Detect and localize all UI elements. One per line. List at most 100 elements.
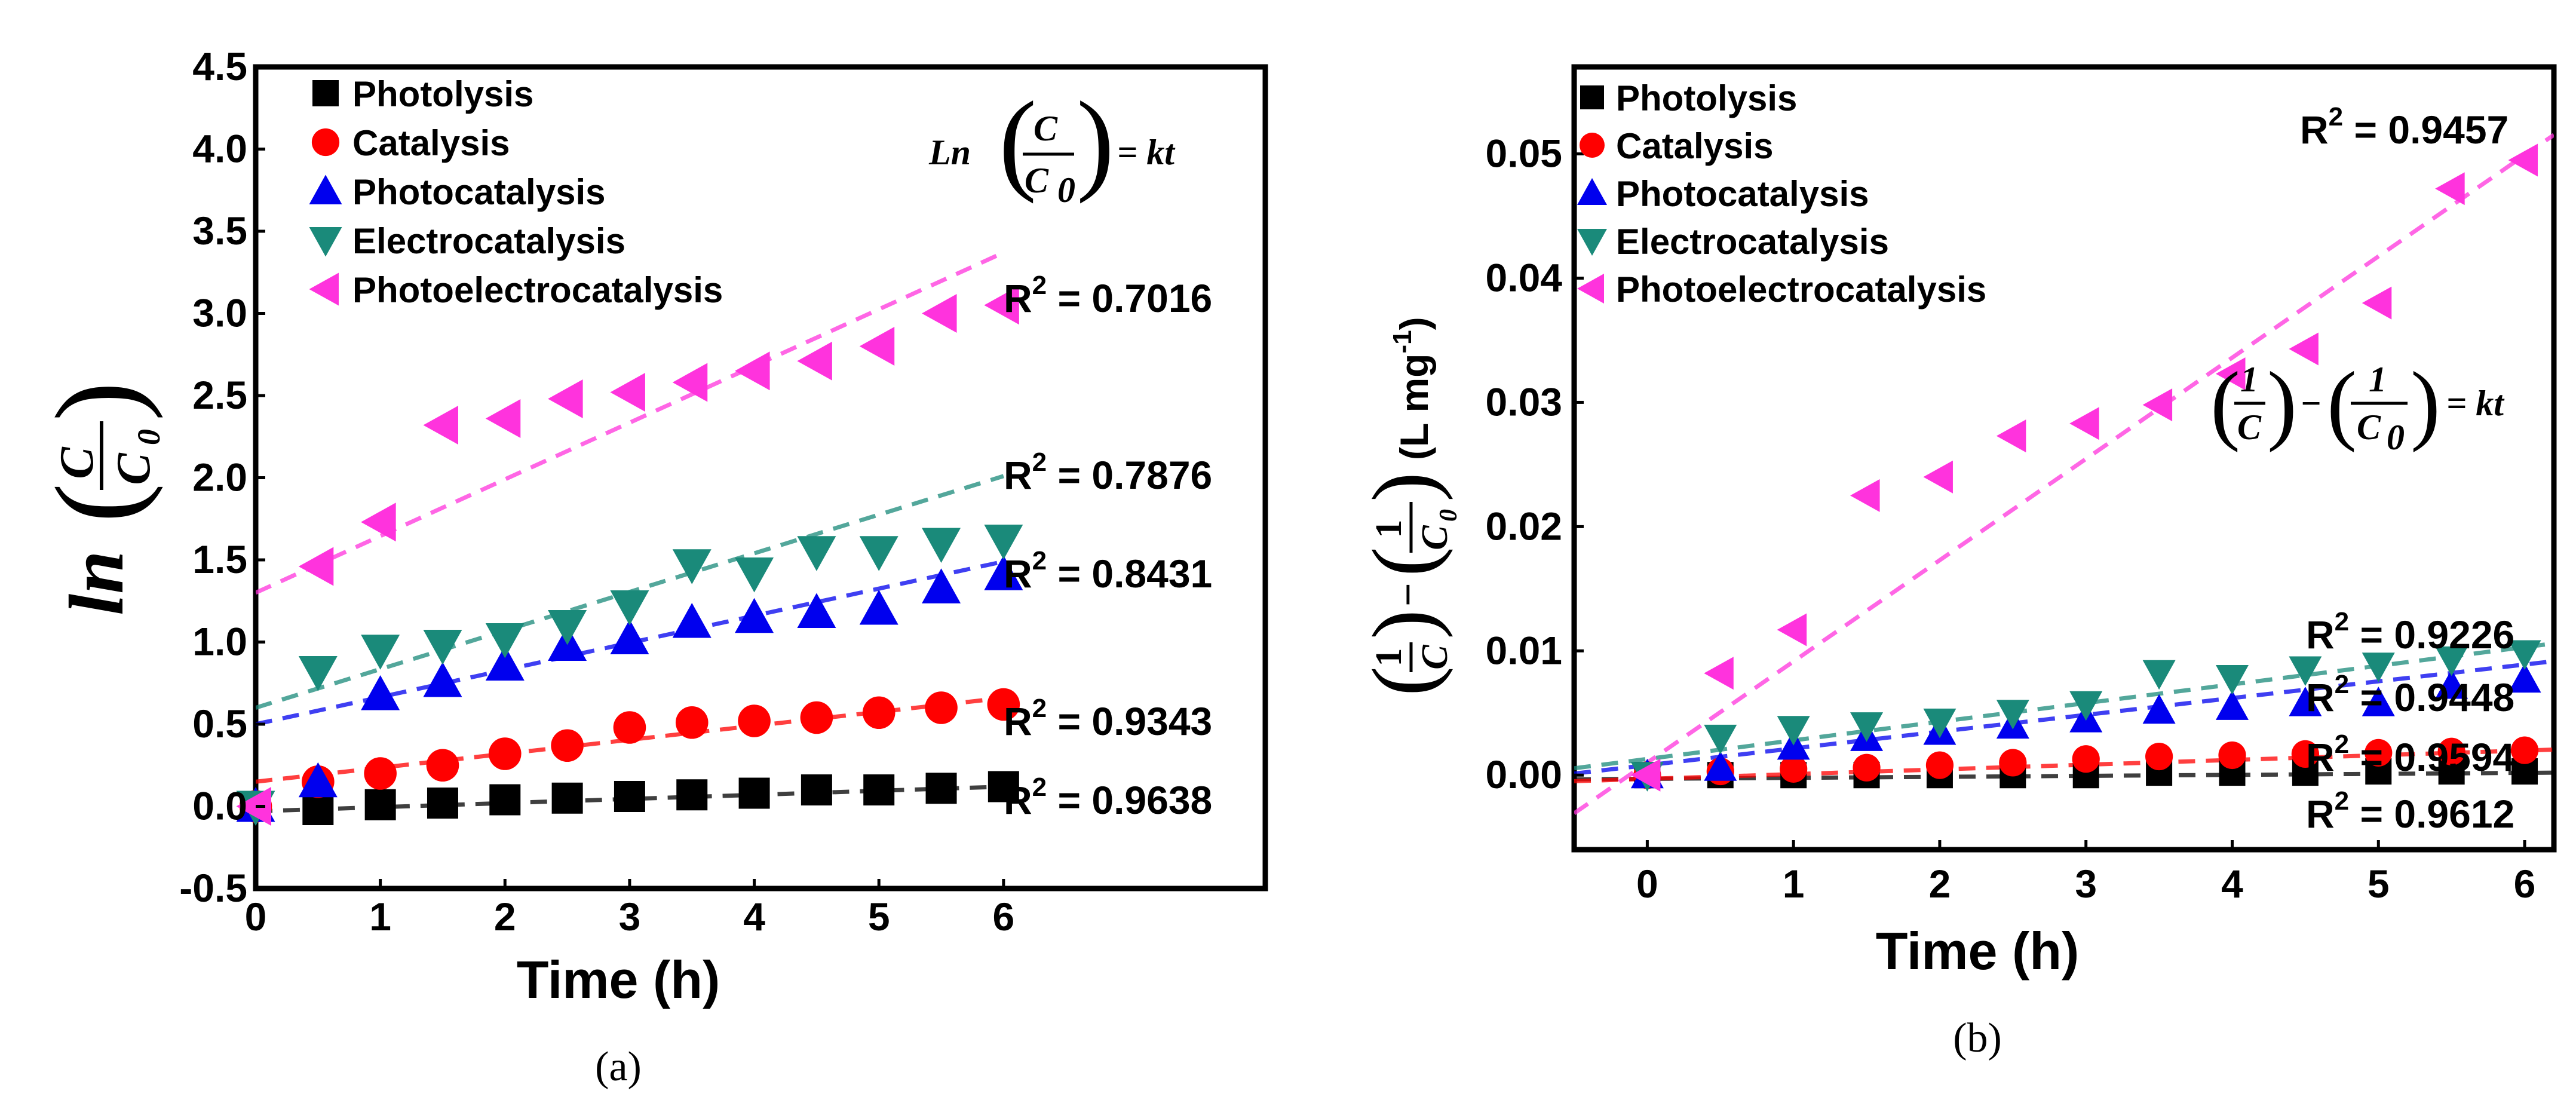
data-point-catalysis bbox=[613, 711, 646, 744]
legend-marker-electrocatalysis bbox=[1577, 229, 1607, 256]
axes-a: -0.5 0.0 0.5 1.0 1.5 2.0 2.5 3.0 3.5 4.0 4.5 0 1 2 3 4 5… bbox=[179, 44, 1014, 939]
data-point-photocatalysis bbox=[298, 762, 338, 798]
data-point-photoelectrocatalysis bbox=[859, 327, 895, 366]
y-tick-label: 0.05 bbox=[1486, 131, 1562, 176]
r2-label-photolysis: R2 = 0.9638 bbox=[1004, 773, 1212, 822]
data-point-photoelectrocatalysis bbox=[735, 351, 770, 391]
data-point-catalysis bbox=[675, 706, 709, 739]
equation-a-paren-right: ) bbox=[1077, 79, 1114, 204]
legend-marker-photoelectrocatalysis bbox=[1577, 274, 1604, 304]
data-point-photolysis bbox=[427, 788, 458, 819]
data-point-electrocatalysis bbox=[2142, 660, 2176, 690]
data-point-photoelectrocatalysis bbox=[922, 294, 957, 333]
equation-a-den-sub: 0 bbox=[1057, 170, 1075, 210]
equation-a-paren-left: ( bbox=[999, 79, 1036, 204]
y-axis-label-a: ln ( C C 0 ) bbox=[32, 381, 167, 615]
data-point-catalysis bbox=[2510, 736, 2539, 764]
data-point-catalysis bbox=[551, 729, 584, 762]
data-point-photolysis bbox=[302, 794, 334, 825]
data-point-electrocatalysis bbox=[610, 590, 649, 626]
data-point-electrocatalysis bbox=[361, 635, 400, 670]
legend-label-photolysis: Photolysis bbox=[352, 74, 533, 114]
r2-label-photocatalysis: R2 = 0.8431 bbox=[1004, 546, 1212, 596]
data-point-catalysis bbox=[2365, 739, 2393, 767]
data-point-photoelectrocatalysis bbox=[1850, 479, 1880, 512]
data-point-photocatalysis bbox=[2508, 663, 2541, 693]
data-markers-a bbox=[236, 286, 1023, 826]
data-point-catalysis bbox=[925, 691, 958, 724]
data-point-photoelectrocatalysis bbox=[485, 399, 521, 438]
y-axis-label-b-unit-open: (L mg bbox=[1392, 354, 1436, 460]
y-tick-label: 0.03 bbox=[1486, 379, 1562, 424]
y-axis-label-b-paren1-right: ) bbox=[1354, 609, 1453, 639]
data-point-photoelectrocatalysis bbox=[2142, 388, 2173, 422]
y-tick-label: 4.5 bbox=[192, 44, 247, 88]
fit-line-photocatalysis bbox=[256, 559, 1004, 727]
equation-b-one-2: 1 bbox=[2369, 360, 2387, 399]
legend-marker-photolysis bbox=[312, 80, 339, 106]
legend-label-electrocatalysis: Electrocatalysis bbox=[1616, 222, 1889, 262]
y-tick-label: 2.5 bbox=[192, 373, 247, 417]
legend-label-photolysis: Photolysis bbox=[1616, 78, 1797, 118]
data-point-catalysis bbox=[364, 757, 397, 790]
y-tick-label: 2.0 bbox=[192, 455, 247, 500]
data-point-photoelectrocatalysis bbox=[1923, 460, 1953, 494]
equation-a: Ln ( C C 0 ) = kt bbox=[928, 79, 1176, 210]
data-point-catalysis bbox=[800, 701, 833, 734]
data-point-catalysis bbox=[987, 688, 1020, 721]
data-point-photoelectrocatalysis bbox=[2508, 143, 2538, 177]
equation-a-fn: Ln bbox=[928, 133, 971, 172]
legend-marker-photoelectrocatalysis bbox=[309, 272, 339, 306]
x-tick-label: 6 bbox=[992, 894, 1014, 939]
data-point-electrocatalysis bbox=[797, 536, 836, 571]
data-point-photoelectrocatalysis bbox=[236, 787, 271, 826]
data-point-electrocatalysis bbox=[298, 656, 338, 691]
equation-b-minus: − bbox=[2300, 384, 2322, 423]
y-axis-label-b-sub: 0 bbox=[1435, 509, 1462, 522]
data-point-electrocatalysis bbox=[2362, 652, 2395, 682]
y-axis-label-b: ( 1 C ) − ( 1 C 0 ) (L mg-1) bbox=[1354, 317, 1462, 696]
data-point-photolysis bbox=[489, 784, 521, 816]
legend-a: Photolysis Catalysis Photocatalysis Electro… bbox=[309, 74, 723, 310]
x-tick-label: 6 bbox=[2514, 862, 2536, 906]
data-point-photocatalysis bbox=[2362, 687, 2395, 716]
data-point-electrocatalysis bbox=[2289, 656, 2322, 686]
legend-marker-photocatalysis bbox=[309, 174, 342, 204]
x-axis-label-b: Time (h) bbox=[1876, 921, 2080, 981]
legend-label-electrocatalysis: Electrocatalysis bbox=[352, 221, 625, 261]
data-point-photocatalysis bbox=[922, 568, 961, 603]
legend-b: Photolysis Catalysis Photocatalysis Electro… bbox=[1577, 78, 1986, 310]
data-point-photoelectrocatalysis bbox=[2435, 172, 2465, 206]
equation-b-c-1: C bbox=[2237, 408, 2262, 447]
chart-panel-b: 0.000.010.020.030.040.050 1 2 3 4 5 6 Photolys… bbox=[1354, 64, 2557, 1061]
x-tick-label: 3 bbox=[619, 894, 641, 939]
panel-label-a: (a) bbox=[595, 1044, 642, 1090]
r2-label-catalysis: R2 = 0.9594 bbox=[2306, 730, 2515, 779]
y-axis-label-b-c-2: C bbox=[1415, 525, 1455, 550]
legend-marker-catalysis bbox=[1580, 133, 1605, 158]
data-point-photoelectrocatalysis bbox=[1630, 758, 1661, 792]
y-tick-label: 0.5 bbox=[192, 701, 247, 746]
x-tick-label: 5 bbox=[868, 894, 890, 939]
y-axis-label-b-c-1: C bbox=[1415, 645, 1455, 670]
x-tick-label: 0 bbox=[1636, 862, 1658, 906]
equation-b-paren2-right: ) bbox=[2411, 354, 2440, 453]
equation-b-c-2: C bbox=[2357, 408, 2381, 447]
data-point-photolysis bbox=[676, 779, 708, 811]
data-point-photoelectrocatalysis bbox=[2362, 286, 2392, 320]
y-axis-label-a-den: C bbox=[108, 452, 160, 485]
data-point-catalysis bbox=[1999, 749, 2027, 777]
data-point-photoelectrocatalysis bbox=[1777, 613, 1807, 647]
r2-label-electrocatalysis: R2 = 0.7876 bbox=[1004, 448, 1212, 497]
data-point-catalysis bbox=[1925, 751, 1954, 779]
data-point-photoelectrocatalysis bbox=[2069, 407, 2099, 440]
y-tick-label: 1.5 bbox=[192, 537, 247, 581]
y-axis-label-a-paren-right: ) bbox=[32, 381, 164, 421]
data-point-photolysis bbox=[364, 789, 396, 820]
y-axis-label-b-unit-sup: -1 bbox=[1388, 330, 1417, 353]
data-point-photocatalysis bbox=[735, 598, 774, 633]
legend-marker-catalysis bbox=[311, 128, 340, 157]
data-point-catalysis bbox=[2291, 740, 2319, 768]
data-point-catalysis bbox=[488, 737, 522, 770]
data-point-electrocatalysis bbox=[1704, 724, 1737, 755]
